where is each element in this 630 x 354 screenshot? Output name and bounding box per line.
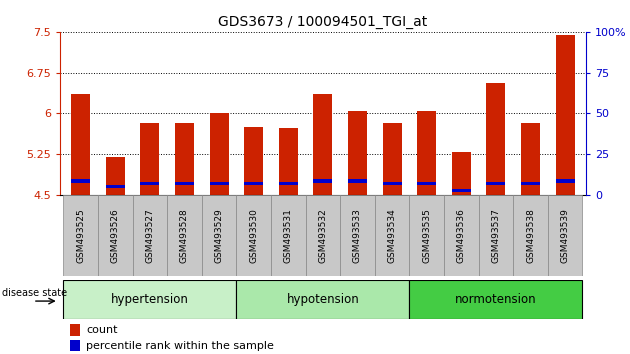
Bar (210, 113, 229, 195)
Bar (106, 185, 125, 188)
Bar (348, 179, 367, 183)
Bar (140, 182, 159, 185)
Bar (71, 179, 90, 183)
Bar (210, 182, 229, 185)
Bar (479, 195, 513, 276)
Bar (417, 182, 436, 185)
Bar (410, 280, 583, 319)
Bar (521, 123, 540, 195)
Bar (548, 195, 583, 276)
Bar (175, 123, 194, 195)
Bar (313, 179, 333, 183)
Bar (63, 280, 236, 319)
Bar (244, 127, 263, 195)
Bar (556, 179, 575, 183)
Text: GSM493532: GSM493532 (318, 208, 328, 263)
Text: GSM493534: GSM493534 (387, 208, 397, 263)
Text: GSM493528: GSM493528 (180, 208, 189, 263)
Text: count: count (86, 325, 118, 335)
Text: GSM493529: GSM493529 (215, 208, 224, 263)
Text: GSM493527: GSM493527 (146, 208, 154, 263)
Text: GSM493525: GSM493525 (76, 208, 85, 263)
Text: GSM493526: GSM493526 (111, 208, 120, 263)
Text: percentile rank within the sample: percentile rank within the sample (86, 341, 274, 351)
Bar (486, 84, 505, 195)
Bar (140, 123, 159, 195)
Text: GSM493538: GSM493538 (526, 208, 535, 263)
Bar (71, 340, 80, 352)
Bar (313, 94, 333, 195)
Bar (71, 324, 80, 336)
Bar (452, 189, 471, 192)
Bar (410, 195, 444, 276)
Bar (556, 35, 575, 195)
Text: GSM493537: GSM493537 (491, 208, 500, 263)
Bar (348, 110, 367, 195)
Text: GSM493531: GSM493531 (284, 208, 293, 263)
Bar (98, 195, 132, 276)
Bar (271, 195, 306, 276)
Bar (236, 195, 271, 276)
Bar (452, 152, 471, 195)
Bar (521, 182, 540, 185)
Bar (132, 195, 167, 276)
Bar (236, 280, 410, 319)
Bar (167, 195, 202, 276)
Text: GSM493533: GSM493533 (353, 208, 362, 263)
Bar (486, 182, 505, 185)
Bar (340, 195, 375, 276)
Text: normotension: normotension (455, 293, 537, 306)
Text: disease state: disease state (3, 288, 67, 298)
Bar (513, 195, 548, 276)
Bar (306, 195, 340, 276)
Bar (382, 123, 401, 195)
Title: GDS3673 / 100094501_TGI_at: GDS3673 / 100094501_TGI_at (218, 16, 428, 29)
Text: GSM493539: GSM493539 (561, 208, 570, 263)
Bar (63, 195, 98, 276)
Bar (106, 157, 125, 195)
Bar (417, 110, 436, 195)
Bar (244, 182, 263, 185)
Text: GSM493535: GSM493535 (422, 208, 431, 263)
Bar (278, 129, 298, 195)
Text: hypertension: hypertension (111, 293, 189, 306)
Bar (202, 195, 236, 276)
Bar (278, 182, 298, 185)
Text: GSM493536: GSM493536 (457, 208, 466, 263)
Bar (375, 195, 410, 276)
Text: hypotension: hypotension (287, 293, 359, 306)
Bar (175, 182, 194, 185)
Bar (444, 195, 479, 276)
Bar (382, 182, 401, 185)
Bar (71, 94, 90, 195)
Text: GSM493530: GSM493530 (249, 208, 258, 263)
